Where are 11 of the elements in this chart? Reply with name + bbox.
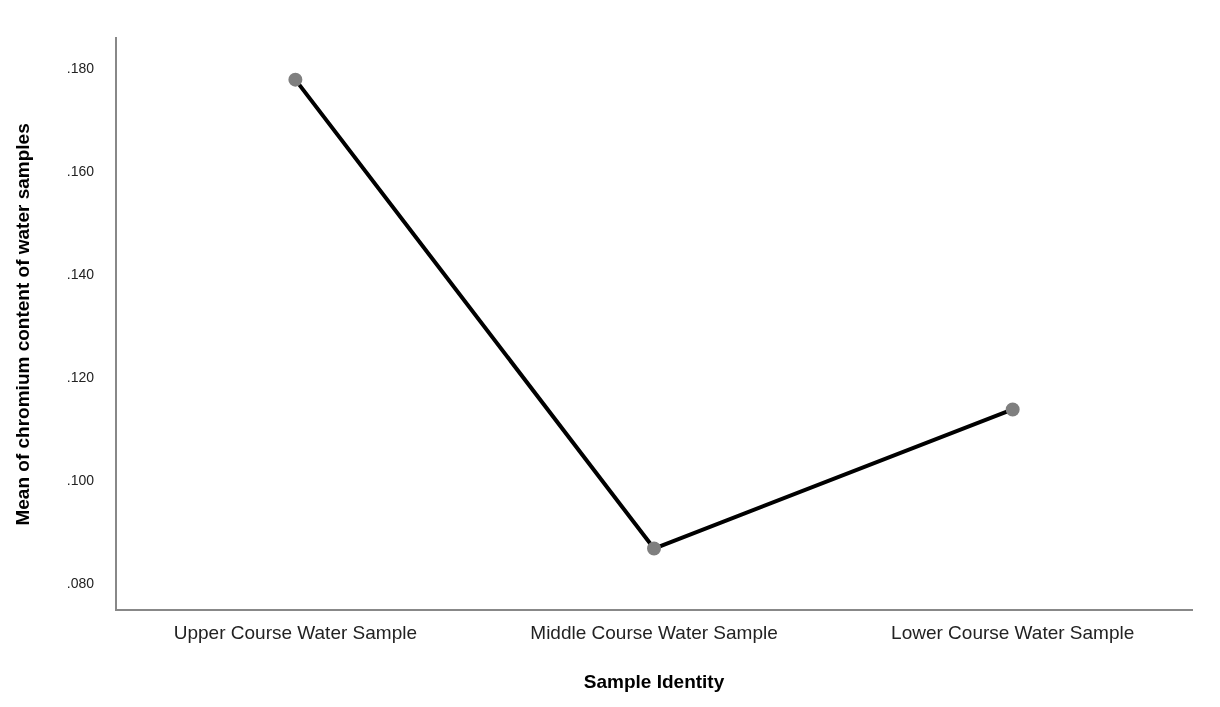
- y-tick-label: .180: [66, 60, 95, 77]
- y-tick-label: .120: [66, 369, 95, 386]
- x-axis-title: Sample Identity: [583, 670, 725, 692]
- y-tick-label: .100: [66, 472, 95, 489]
- x-tick-label: Middle Course Water Sample: [530, 622, 778, 644]
- x-tick-label: Lower Course Water Sample: [891, 622, 1135, 644]
- y-axis-title: Mean of chromium content of water samples: [11, 123, 33, 526]
- y-tick-label: .080: [66, 575, 95, 592]
- y-tick-label: .140: [66, 266, 95, 283]
- y-tick-label: .160: [66, 163, 95, 180]
- x-tick-label: Upper Course Water Sample: [173, 622, 417, 644]
